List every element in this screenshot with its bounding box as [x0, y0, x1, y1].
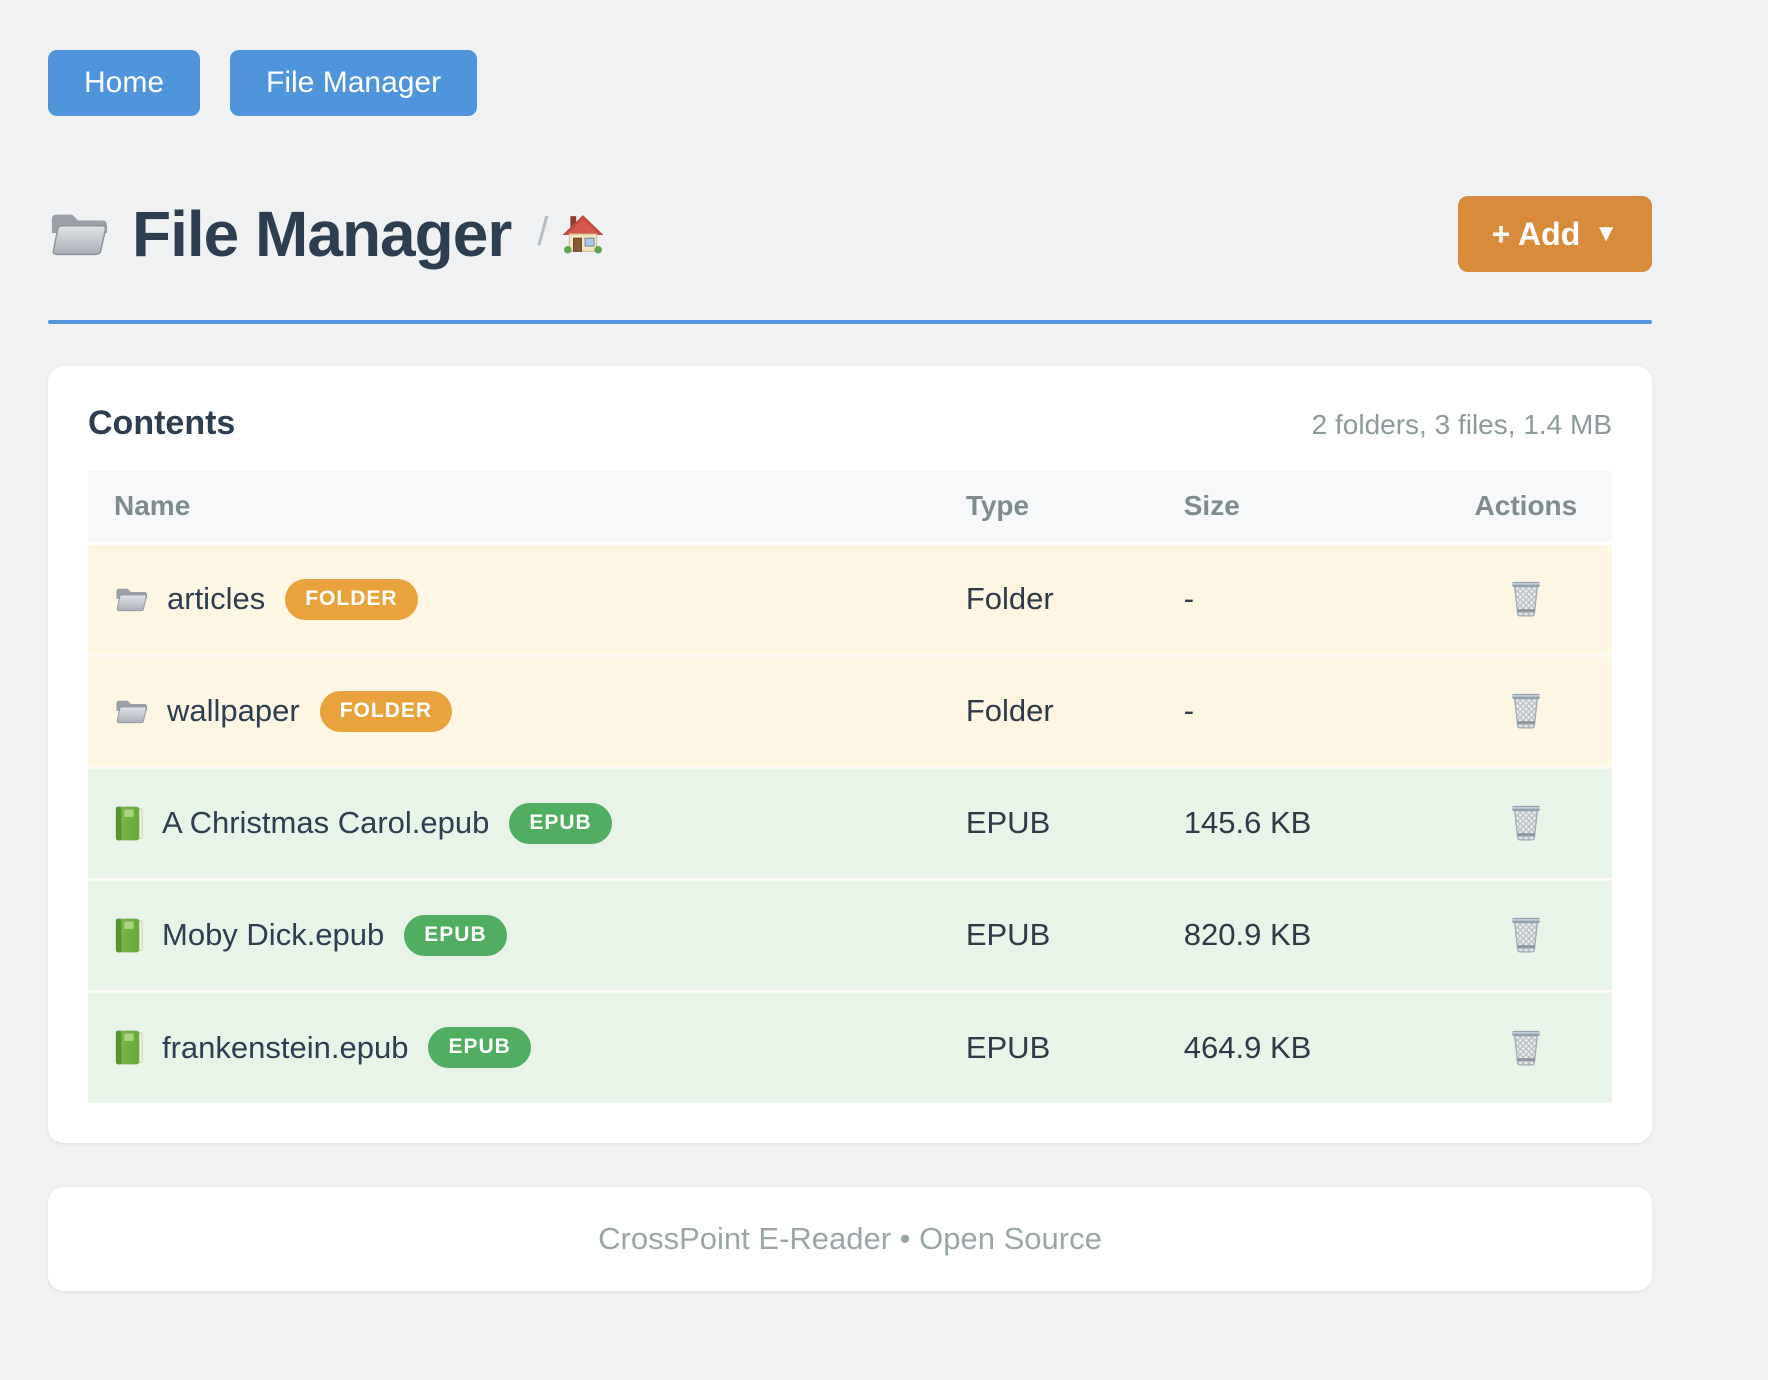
add-button[interactable]: + Add ▼: [1457, 196, 1652, 272]
table-row: Moby Dick.epub EPUB EPUB 820.9 KB: [88, 879, 1612, 993]
type-badge: FOLDER: [319, 690, 453, 732]
file-name-link[interactable]: Moby Dick.epub: [162, 917, 385, 952]
contents-card: Contents 2 folders, 3 files, 1.4 MB Name…: [48, 366, 1652, 1143]
size-cell: -: [1183, 543, 1440, 657]
footer-text: CrossPoint E-Reader • Open Source: [598, 1221, 1102, 1256]
home-icon[interactable]: [562, 213, 604, 255]
type-cell: EPUB: [965, 991, 1184, 1103]
type-badge: EPUB: [509, 802, 612, 844]
column-header-type: Type: [965, 471, 1184, 545]
type-cell: EPUB: [965, 767, 1184, 881]
size-cell: -: [1183, 655, 1440, 769]
delete-button[interactable]: [1505, 909, 1547, 957]
file-table: Name Type Size Actions articles FOLDER F…: [88, 471, 1612, 1103]
type-cell: EPUB: [965, 879, 1184, 993]
trash-icon: [1509, 1026, 1543, 1066]
table-row: wallpaper FOLDER Folder -: [88, 655, 1612, 769]
trash-icon: [1509, 913, 1543, 953]
book-icon: [114, 1029, 144, 1066]
trash-icon: [1509, 577, 1543, 617]
table-header-row: Name Type Size Actions: [88, 471, 1612, 545]
file-name-link[interactable]: wallpaper: [167, 693, 300, 728]
trash-icon: [1509, 689, 1543, 729]
card-title: Contents: [88, 404, 236, 442]
folder-icon: [48, 207, 110, 261]
column-header-actions: Actions: [1439, 471, 1612, 545]
type-badge: EPUB: [428, 1027, 531, 1069]
type-badge: EPUB: [404, 914, 507, 956]
type-cell: Folder: [965, 543, 1184, 657]
folder-icon: [114, 697, 149, 726]
breadcrumb: /: [537, 210, 604, 259]
page: Home File Manager File Manager / + Add ▼…: [48, 0, 1652, 1291]
folder-icon: [114, 585, 149, 614]
delete-button[interactable]: [1505, 573, 1547, 621]
table-row: A Christmas Carol.epub EPUB EPUB 145.6 K…: [88, 767, 1612, 881]
table-row: articles FOLDER Folder -: [88, 543, 1612, 657]
divider: [48, 320, 1652, 324]
add-button-label: + Add: [1491, 215, 1581, 252]
file-name-link[interactable]: articles: [167, 581, 266, 616]
file-table-body: articles FOLDER Folder - wallpaper FOLDE…: [88, 543, 1612, 1103]
footer: CrossPoint E-Reader • Open Source: [48, 1187, 1652, 1291]
page-title: File Manager: [132, 198, 512, 270]
type-badge: FOLDER: [285, 578, 418, 620]
delete-button[interactable]: [1505, 1022, 1547, 1070]
title-row: File Manager / + Add ▼: [48, 196, 1652, 272]
size-cell: 145.6 KB: [1183, 767, 1440, 881]
contents-summary: 2 folders, 3 files, 1.4 MB: [1311, 409, 1612, 440]
home-button[interactable]: Home: [48, 50, 201, 116]
chevron-down-icon: ▼: [1594, 220, 1618, 247]
book-icon: [114, 805, 144, 842]
column-header-name: Name: [88, 471, 966, 545]
size-cell: 820.9 KB: [1183, 879, 1440, 993]
file-manager-button[interactable]: File Manager: [230, 50, 478, 116]
type-cell: Folder: [965, 655, 1184, 769]
file-name-link[interactable]: frankenstein.epub: [162, 1029, 409, 1065]
breadcrumb-separator: /: [537, 209, 549, 254]
file-name-link[interactable]: A Christmas Carol.epub: [162, 805, 490, 840]
size-cell: 464.9 KB: [1183, 991, 1440, 1103]
delete-button[interactable]: [1505, 797, 1547, 845]
book-icon: [114, 917, 144, 954]
trash-icon: [1509, 801, 1543, 841]
column-header-size: Size: [1183, 471, 1440, 545]
card-header: Contents 2 folders, 3 files, 1.4 MB: [88, 404, 1612, 443]
top-nav: Home File Manager: [48, 50, 1652, 116]
title-group: File Manager /: [48, 197, 1458, 271]
delete-button[interactable]: [1505, 685, 1547, 733]
table-row: frankenstein.epub EPUB EPUB 464.9 KB: [88, 991, 1612, 1103]
